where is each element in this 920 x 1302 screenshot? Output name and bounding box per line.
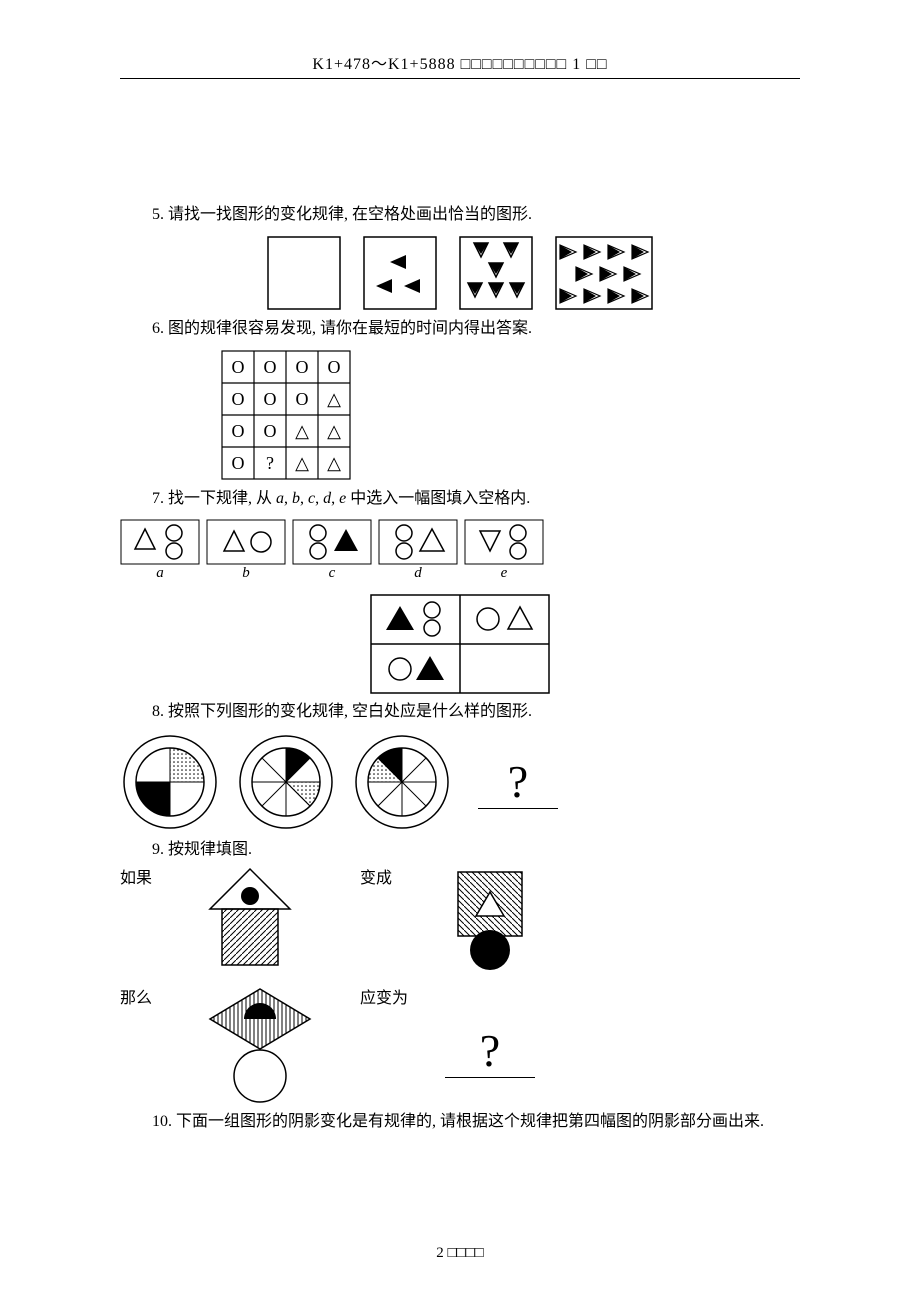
svg-text:O: O bbox=[232, 421, 245, 441]
q7-opt-e: e bbox=[464, 519, 544, 582]
svg-text:O: O bbox=[296, 389, 309, 409]
q7-grid-wrap bbox=[120, 594, 800, 694]
svg-text:△: △ bbox=[327, 453, 341, 473]
q6-grid: OOOO OOO△ OO△△ O?△△ bbox=[220, 349, 352, 481]
q7-label-d: d bbox=[378, 565, 458, 582]
svg-text:O: O bbox=[264, 389, 277, 409]
svg-text:△: △ bbox=[327, 421, 341, 441]
svg-text:O: O bbox=[232, 357, 245, 377]
q9-row1: 如果 变成 bbox=[120, 864, 800, 974]
q7-opt-d: d bbox=[378, 519, 458, 582]
q5-box-4 bbox=[554, 235, 654, 311]
q9-blank: ? bbox=[440, 1024, 540, 1078]
q9-then-label: 那么 bbox=[120, 984, 180, 1008]
page-header: K1+478～K1+5888 □□□□□□□□□□ 1 □□ bbox=[120, 50, 800, 79]
svg-text:O: O bbox=[232, 389, 245, 409]
q9-house-transformed bbox=[440, 864, 540, 974]
q9-should-label: 应变为 bbox=[360, 984, 420, 1008]
svg-text:O: O bbox=[264, 357, 277, 377]
svg-text:O: O bbox=[264, 421, 277, 441]
q7-label-b: b bbox=[206, 565, 286, 582]
content: 5. 请找一找图形的变化规律, 在空格处画出恰当的图形. bbox=[120, 87, 800, 1134]
q5-text: 5. 请找一找图形的变化规律, 在空格处画出恰当的图形. bbox=[120, 203, 800, 227]
q5-box-2 bbox=[362, 235, 438, 311]
q9-house bbox=[200, 864, 300, 974]
svg-text:?: ? bbox=[266, 453, 274, 473]
q7-label-c: c bbox=[292, 565, 372, 582]
q5-box-3 bbox=[458, 235, 534, 311]
q7-opt-c: c bbox=[292, 519, 372, 582]
q5-figures bbox=[120, 235, 800, 311]
q9-text: 9. 按规律填图. bbox=[120, 838, 800, 862]
q7-opt-a: a bbox=[120, 519, 200, 582]
q6-grid-wrap: OOOO OOO△ OO△△ O?△△ bbox=[220, 349, 800, 481]
q7-grid bbox=[370, 594, 550, 694]
svg-text:O: O bbox=[296, 357, 309, 377]
page-footer: 2 □□□□ bbox=[0, 1245, 920, 1262]
q7-options: a b c bbox=[120, 519, 800, 582]
svg-text:O: O bbox=[328, 357, 341, 377]
q7-opt-b: b bbox=[206, 519, 286, 582]
q7-label-a: a bbox=[120, 565, 200, 582]
q8-text: 8. 按照下列图形的变化规律, 空白处应是什么样的图形. bbox=[120, 700, 800, 724]
q5-box-1 bbox=[266, 235, 342, 311]
footer-text: 2 □□□□ bbox=[436, 1245, 484, 1261]
q9-row2: 那么 应变为 ? bbox=[120, 984, 800, 1104]
q8-circle-2 bbox=[236, 732, 336, 832]
q8-figures: ? bbox=[120, 732, 800, 832]
page: K1+478～K1+5888 □□□□□□□□□□ 1 □□ 5. 请找一找图形… bbox=[0, 0, 920, 1302]
header-text: K1+478～K1+5888 □□□□□□□□□□ 1 □□ bbox=[312, 56, 607, 73]
q7-text: 7. 找一下规律, 从 a, b, c, d, e 中选入一幅图填入空格内. bbox=[120, 487, 800, 511]
q6-text: 6. 图的规律很容易发现, 请你在最短的时间内得出答案. bbox=[120, 317, 800, 341]
q9-diamond bbox=[200, 984, 320, 1104]
svg-text:△: △ bbox=[295, 421, 309, 441]
header-rule bbox=[120, 78, 800, 79]
q8-circle-1 bbox=[120, 732, 220, 832]
q8-circle-3 bbox=[352, 732, 452, 832]
q10-text: 10. 下面一组图形的阴影变化是有规律的, 请根据这个规律把第四幅图的阴影部分画… bbox=[120, 1110, 800, 1134]
svg-text:O: O bbox=[232, 453, 245, 473]
svg-text:△: △ bbox=[295, 453, 309, 473]
q8-blank: ? bbox=[468, 755, 568, 809]
q9-becomes-label: 变成 bbox=[360, 864, 420, 888]
q7-label-e: e bbox=[464, 565, 544, 582]
svg-text:△: △ bbox=[327, 389, 341, 409]
q9-if-label: 如果 bbox=[120, 864, 180, 888]
